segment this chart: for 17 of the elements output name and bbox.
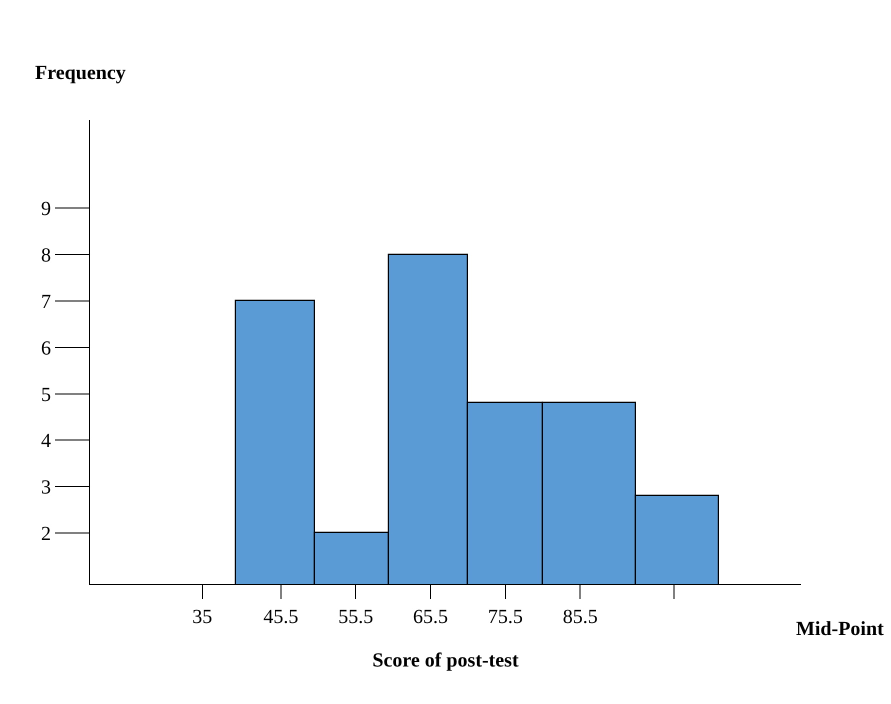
y-tick-label: 5	[41, 384, 51, 406]
y-tick-label: 2	[41, 522, 51, 545]
x-tick-label: 55.5	[338, 606, 374, 628]
y-axis-title: Frequency	[35, 62, 126, 84]
y-tick-label: 8	[41, 244, 51, 267]
y-tick-label: 6	[41, 337, 51, 360]
x-axis-title: Score of post-test	[372, 650, 519, 672]
x-tick-label: 85.5	[562, 606, 598, 628]
x-tick-label: 45.5	[263, 606, 298, 628]
x-tick-label: 65.5	[413, 606, 448, 628]
text: Mid-Point	[796, 618, 884, 640]
x-tick-label: 75.5	[488, 606, 523, 628]
x-tick-label: 35	[192, 606, 212, 628]
y-tick-label: 9	[41, 198, 51, 220]
y-tick-label: 4	[41, 430, 51, 452]
y-tick-label: 3	[41, 476, 51, 499]
y-tick-label: 7	[41, 290, 51, 313]
